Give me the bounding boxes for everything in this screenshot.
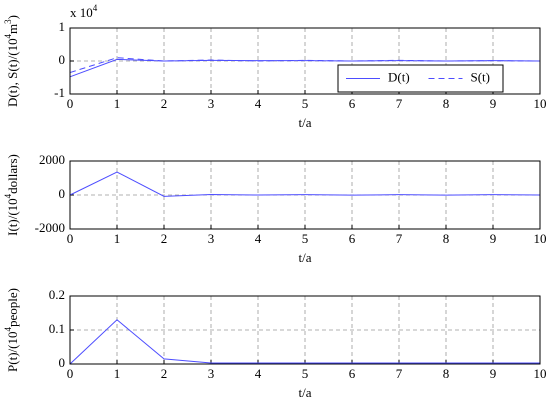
legend-label: S(t)	[471, 69, 491, 84]
y-axis-label: P(t)/(104people)	[3, 288, 20, 372]
data-line	[69, 171, 541, 197]
y-tick-label: -1	[54, 85, 65, 100]
label-part: m	[5, 24, 20, 34]
y-tick-label: 1	[59, 19, 66, 34]
x-tick-label: 9	[490, 96, 497, 111]
x-tick-label: 8	[443, 231, 450, 246]
x-tick-label: 0	[67, 366, 74, 381]
y-tick-label: 0	[59, 52, 66, 67]
x-tick-label: 4	[255, 366, 262, 381]
superscript: 4	[3, 327, 13, 332]
x-tick-label: 7	[396, 96, 403, 111]
y-tick-label: 0.2	[49, 287, 65, 302]
y-multiplier: x 104	[70, 3, 98, 20]
x-tick-label: 3	[208, 96, 215, 111]
x-axis-label: t/a	[299, 250, 312, 265]
legend-label: D(t)	[388, 69, 410, 84]
x-tick-label: 6	[349, 366, 356, 381]
x-tick-label: 3	[208, 366, 215, 381]
axes-box	[69, 295, 541, 365]
superscript: 4	[93, 3, 98, 13]
x-tick-label: 6	[349, 231, 356, 246]
x-tick-label: 0	[67, 96, 74, 111]
data-line	[69, 319, 540, 365]
x-tick-label: 2	[161, 231, 168, 246]
label-part: people)	[5, 288, 20, 327]
x-axis-label: t/a	[299, 115, 312, 130]
y-tick-label: -2000	[35, 220, 65, 235]
label-part: )	[5, 15, 20, 19]
label-part: dollars)	[5, 154, 20, 194]
y-axis-label: I(t)/(104dollars)	[3, 154, 20, 236]
axes-box	[69, 160, 541, 230]
label-part: P(t)/(10	[5, 332, 20, 372]
x-tick-label: 1	[114, 231, 121, 246]
x-tick-label: 1	[114, 96, 121, 111]
label-part: D(t), S(t)/(10	[5, 38, 20, 107]
x-tick-label: 4	[255, 96, 262, 111]
x-tick-label: 0	[67, 231, 74, 246]
x-tick-label: 9	[490, 231, 497, 246]
y-tick-label: 0	[59, 355, 66, 370]
x-tick-label: 7	[396, 366, 403, 381]
x-tick-label: 6	[349, 96, 356, 111]
x-tick-label: 8	[443, 96, 450, 111]
x-tick-label: 10	[534, 366, 547, 381]
x-axis-label: t/a	[299, 385, 312, 400]
data-line	[69, 57, 541, 74]
x-tick-label: 3	[208, 231, 215, 246]
x-tick-label: 5	[302, 231, 309, 246]
x-tick-label: 2	[161, 366, 168, 381]
label-part: I(t)/(10	[5, 198, 20, 236]
x-tick-label: 2	[161, 96, 168, 111]
x-tick-label: 7	[396, 231, 403, 246]
x-tick-label: 8	[443, 366, 450, 381]
superscript: 4	[3, 33, 13, 38]
x-tick-label: 9	[490, 366, 497, 381]
x-tick-label: 5	[302, 366, 309, 381]
y-tick-label: 0.1	[49, 321, 65, 336]
x-tick-label: 4	[255, 231, 262, 246]
y-tick-label: 0	[59, 186, 66, 201]
x-tick-label: 1	[114, 366, 121, 381]
x-tick-label: 10	[534, 96, 547, 111]
x-tick-label: 5	[302, 96, 309, 111]
superscript: 4	[3, 193, 13, 198]
label-part: x 10	[70, 5, 93, 20]
axes-box	[69, 27, 541, 95]
superscript: 3	[3, 19, 13, 24]
y-axis-label: D(t), S(t)/(104m3)	[3, 15, 20, 107]
y-tick-label: 2000	[39, 152, 65, 167]
x-tick-label: 10	[534, 231, 547, 246]
